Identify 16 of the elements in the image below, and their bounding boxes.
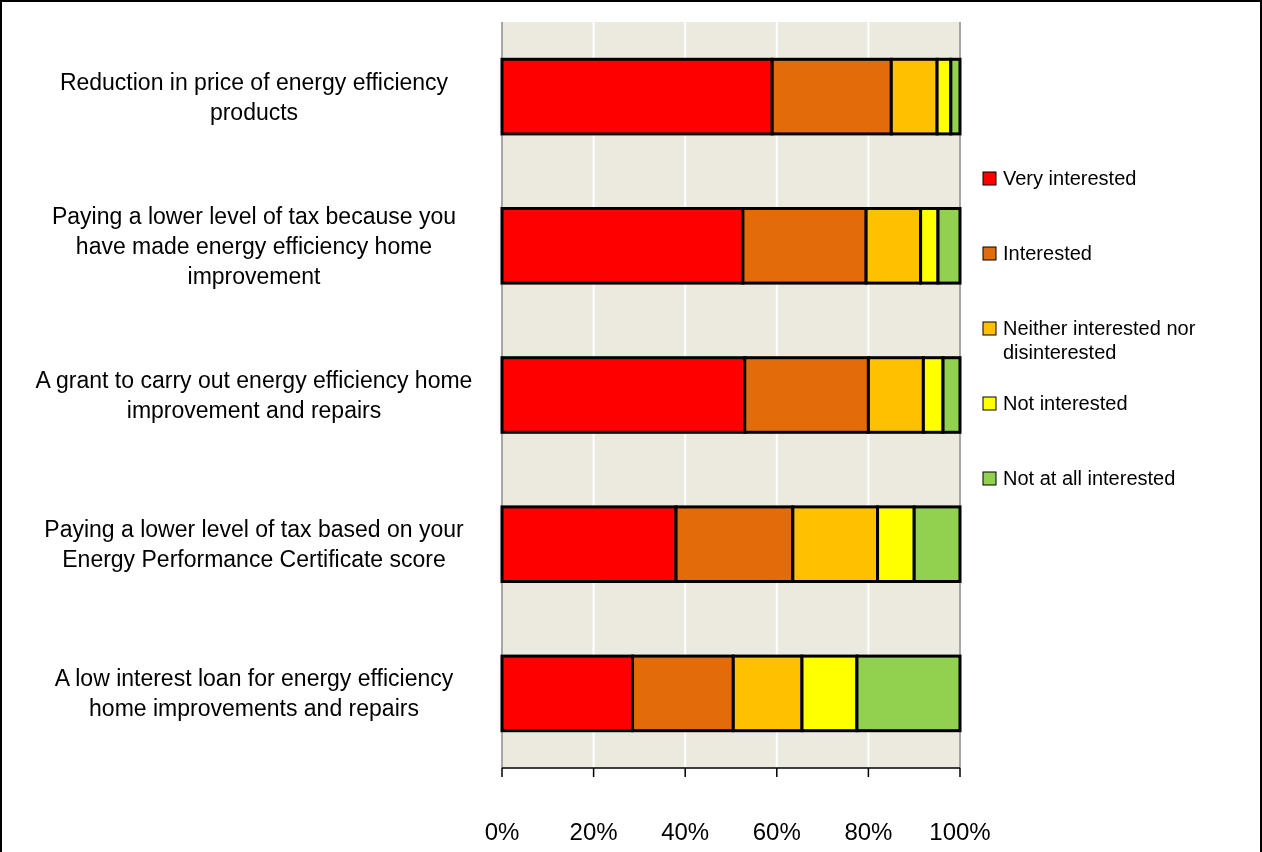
y-tick-label: Reduction in price of energy efficiency products	[59, 68, 449, 125]
legend-label: Not interested	[1003, 392, 1128, 414]
y-tick-label: Paying a lower level of tax based on your Energy Performance Certificate score	[44, 516, 465, 573]
y-tick-label: A grant to carry out energy efficiency home improvement and repairs	[35, 367, 473, 423]
x-tick-label: 20%	[569, 818, 618, 845]
legend-label: Very interested	[1003, 167, 1137, 189]
x-tick-label: 60%	[752, 818, 801, 845]
y-tick-label: A low interest loan for energy efficiency home improvements and repairs	[54, 665, 454, 722]
legend-label: Not at all interested	[1003, 467, 1176, 489]
x-tick-label: 80%	[844, 818, 893, 845]
legend-label: Interested	[1003, 242, 1092, 264]
x-tick-label: 100%	[929, 818, 991, 845]
x-tick-label: 0%	[484, 818, 520, 845]
y-tick-label: Paying a lower level of tax because you have made energy efficiency home improvement	[51, 202, 457, 289]
x-tick-label: 40%	[661, 818, 710, 845]
legend-label: Neither interested nor disinterested	[1003, 317, 1196, 363]
